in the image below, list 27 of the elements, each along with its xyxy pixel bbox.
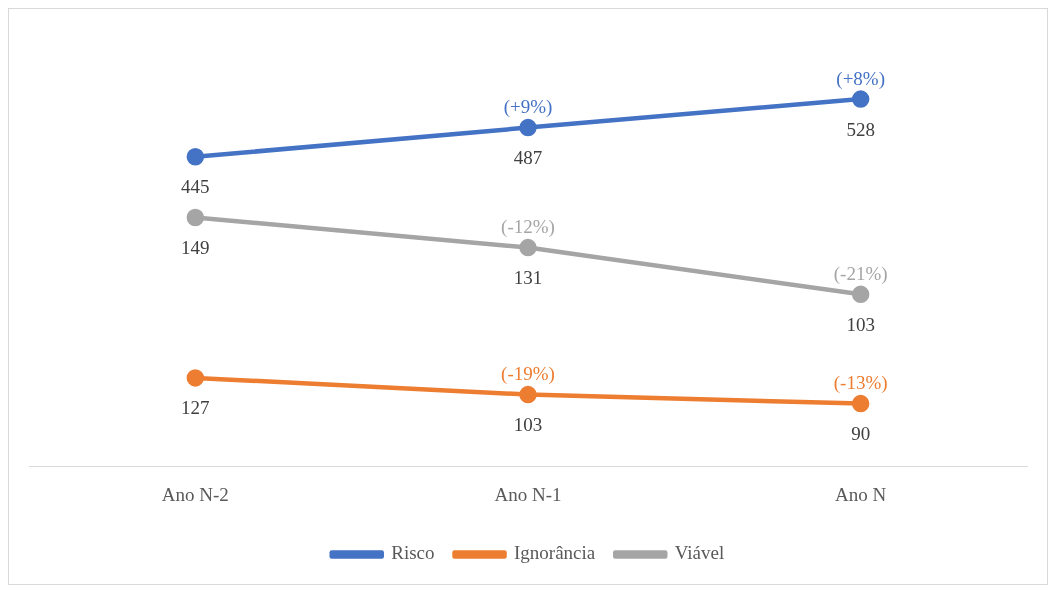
point — [851, 90, 870, 108]
point — [519, 385, 537, 404]
data-label: 528 — [846, 118, 875, 140]
data-label: 90 — [851, 423, 871, 445]
legend-label: Viável — [674, 542, 725, 564]
x-tick-label: Ano N — [835, 483, 887, 505]
legend-label: Risco — [391, 542, 435, 564]
point — [186, 148, 205, 166]
data-label: 103 — [846, 313, 875, 335]
data-label: 127 — [181, 397, 210, 419]
legend-label: Ignorância — [514, 542, 596, 564]
point — [186, 369, 205, 387]
data-label: 103 — [513, 414, 543, 436]
x-tick-label: Ano N-2 — [161, 483, 229, 505]
annotation: (+9%) — [503, 96, 553, 119]
point — [519, 118, 537, 137]
annotation: (-19%) — [501, 363, 555, 386]
annotation: (-21%) — [833, 262, 888, 285]
annotation: (-13%) — [833, 372, 888, 395]
data-label: 487 — [513, 147, 543, 169]
annotation: (+8%) — [836, 67, 886, 90]
data-label: 149 — [181, 237, 210, 259]
point — [851, 394, 870, 413]
data-label: 445 — [181, 176, 210, 198]
x-tick-label: Ano N-1 — [494, 483, 562, 505]
data-label: 131 — [513, 267, 543, 289]
annotation: (-12%) — [501, 216, 555, 239]
